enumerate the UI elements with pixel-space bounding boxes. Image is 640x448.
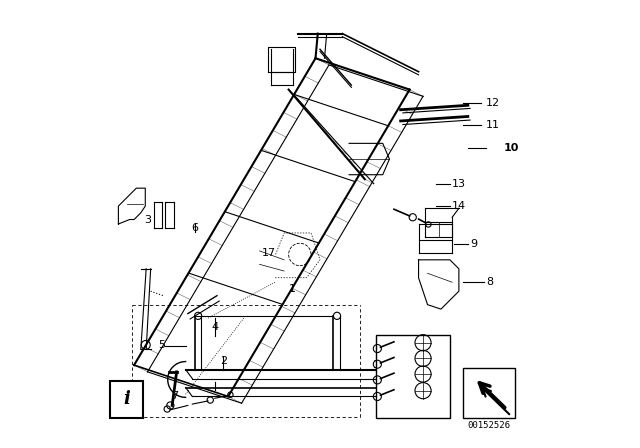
- Text: 14: 14: [452, 201, 467, 211]
- Text: 1: 1: [289, 284, 296, 294]
- Text: 12: 12: [486, 98, 500, 108]
- Text: 2: 2: [220, 356, 227, 366]
- Text: 3: 3: [144, 215, 151, 224]
- Text: 16: 16: [116, 389, 130, 399]
- Text: i: i: [123, 390, 130, 408]
- Text: 10: 10: [504, 143, 519, 153]
- Text: 7: 7: [171, 392, 178, 401]
- Text: 17: 17: [262, 248, 276, 258]
- Text: 13: 13: [452, 179, 466, 189]
- Bar: [463, 368, 515, 418]
- Bar: [110, 381, 143, 418]
- Text: 4: 4: [211, 322, 218, 332]
- Text: 00152526: 00152526: [467, 421, 510, 430]
- Text: 9: 9: [470, 239, 477, 249]
- Text: 5: 5: [159, 340, 165, 350]
- Text: 8: 8: [486, 277, 493, 287]
- Text: 11: 11: [486, 121, 500, 130]
- Text: 6: 6: [191, 224, 198, 233]
- Bar: [376, 335, 450, 418]
- Text: 15: 15: [373, 360, 387, 370]
